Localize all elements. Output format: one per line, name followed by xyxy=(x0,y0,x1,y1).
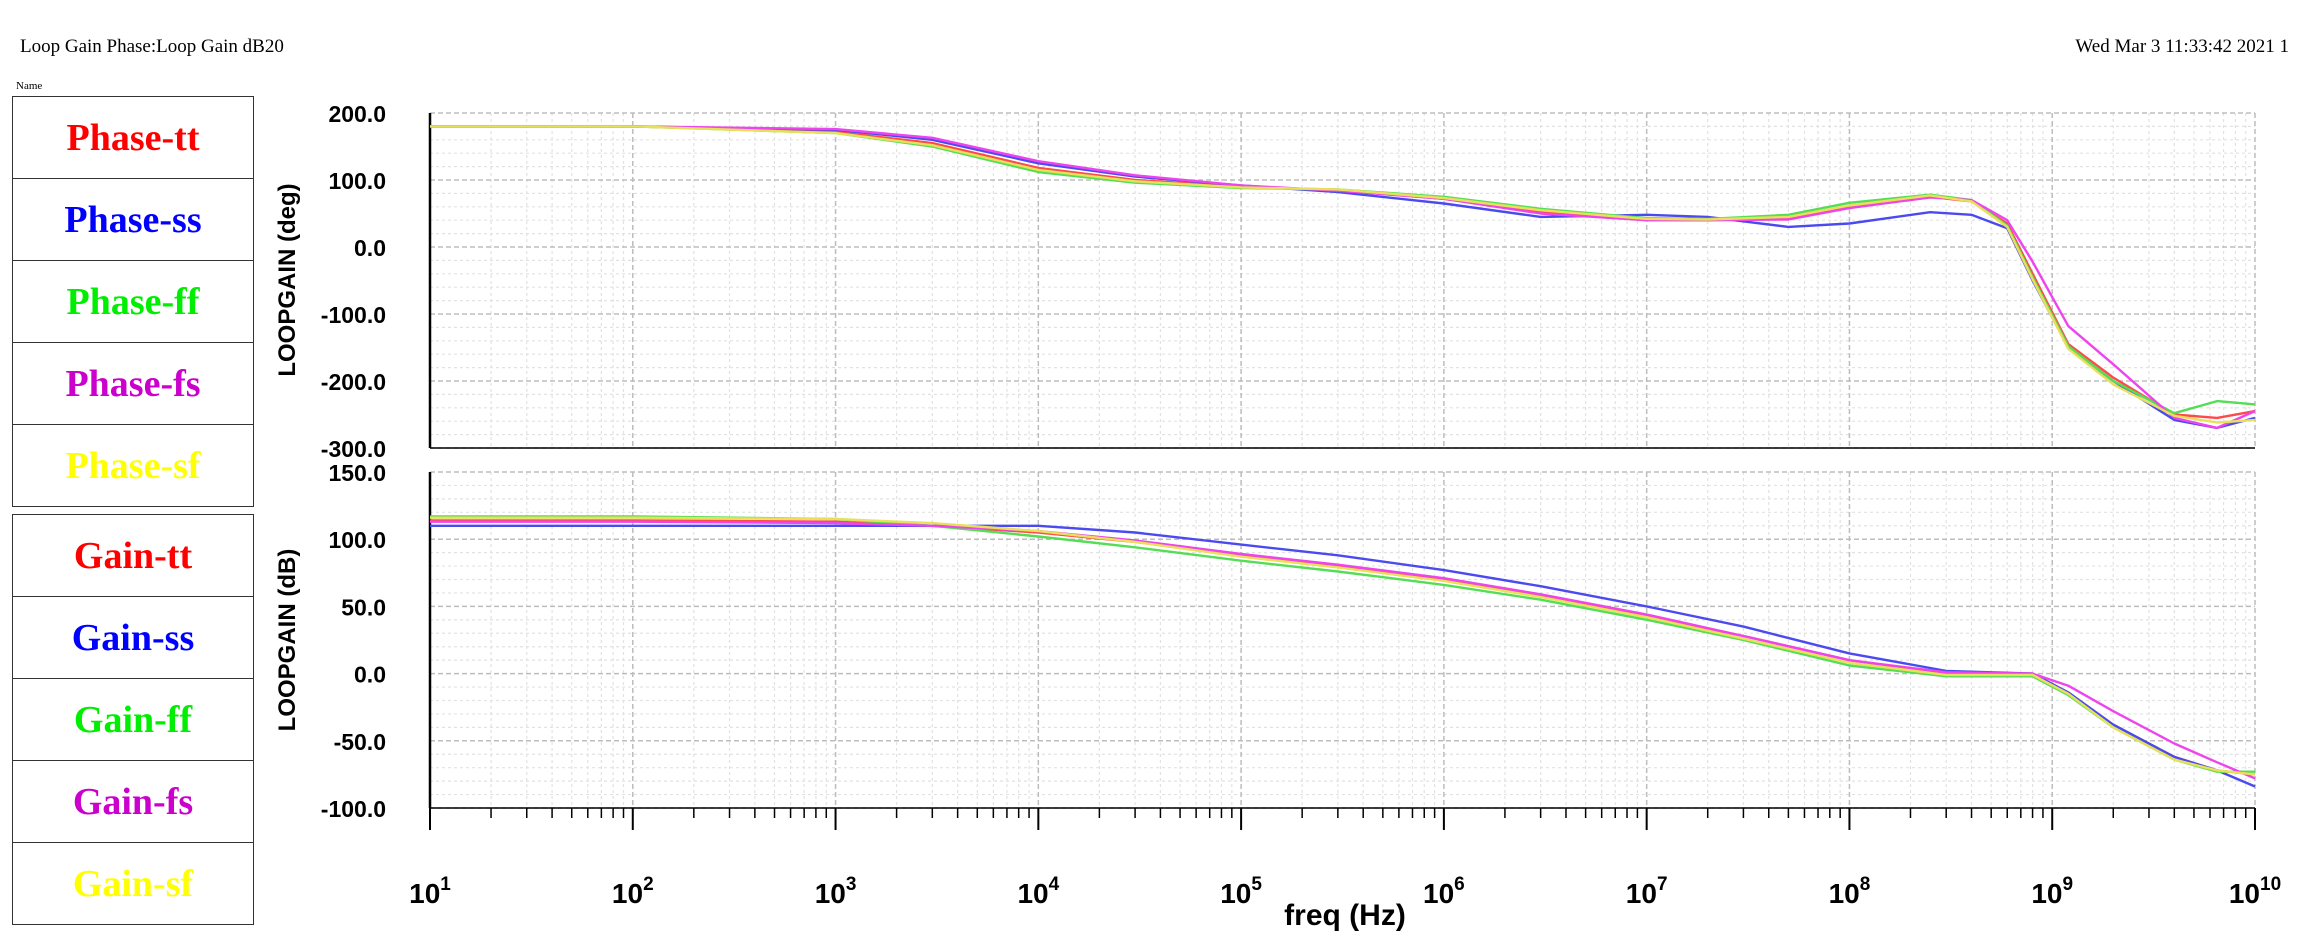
x-tick-label: 106 xyxy=(1423,874,1465,909)
phase-panel: 200.0 100.0 0.0 -100.0 -200.0 -300.0 LOOPGAIN … xyxy=(274,101,2256,462)
y-axis-label: LOOPGAIN (deg) xyxy=(274,183,301,376)
legend-item-phase-tt[interactable]: Phase-tt xyxy=(12,96,254,179)
x-tick-label: 1010 xyxy=(2229,874,2281,909)
legend-phase: Phase-tt Phase-ss Phase-ff Phase-fs Phase-sf xyxy=(12,96,254,507)
series-line-phase-tt xyxy=(430,125,2256,420)
y-axis-label: LOOPGAIN (dB) xyxy=(274,549,301,732)
y-tick-label: 100.0 xyxy=(328,527,386,553)
legend-item-gain-sf[interactable]: Gain-sf xyxy=(12,842,254,925)
y-tick-label: 100.0 xyxy=(328,168,386,194)
legend-gain: Gain-tt Gain-ss Gain-ff Gain-fs Gain-sf xyxy=(12,514,254,925)
legend-item-gain-tt[interactable]: Gain-tt xyxy=(12,514,254,597)
y-tick-label: 150.0 xyxy=(328,460,386,486)
legend-item-phase-sf[interactable]: Phase-sf xyxy=(12,424,254,507)
y-tick-label: 200.0 xyxy=(328,101,386,127)
legend-item-gain-ss[interactable]: Gain-ss xyxy=(12,596,254,679)
y-tick-label: -200.0 xyxy=(321,369,386,395)
series-line-phase-ss xyxy=(430,125,2256,430)
x-tick-label: 109 xyxy=(2031,874,2073,909)
x-tick-label: 103 xyxy=(815,874,857,909)
series-line-phase-sf xyxy=(430,125,2256,424)
x-tick-label: 105 xyxy=(1220,874,1262,909)
y-tick-label: -300.0 xyxy=(321,436,386,462)
y-tick-label: 50.0 xyxy=(341,594,386,620)
timestamp: Wed Mar 3 11:33:42 2021 1 xyxy=(2075,36,2289,57)
legend-item-gain-fs[interactable]: Gain-fs xyxy=(12,760,254,843)
y-tick-label: -50.0 xyxy=(334,729,386,755)
legend-item-phase-fs[interactable]: Phase-fs xyxy=(12,342,254,425)
legend-item-phase-ff[interactable]: Phase-ff xyxy=(12,260,254,343)
x-tick-label: 104 xyxy=(1017,874,1059,909)
y-tick-label: -100.0 xyxy=(321,796,386,822)
plot-title: Loop Gain Phase:Loop Gain dB20 xyxy=(20,36,284,57)
y-tick-label: 0.0 xyxy=(354,662,386,688)
series-line-gain-ff xyxy=(430,515,2255,773)
x-axis-label: freq (Hz) xyxy=(1284,899,1406,932)
series-line-gain-fs xyxy=(430,520,2256,780)
gain-panel: 150.0 100.0 50.0 0.0 -50.0 -100.0 LOOPGAIN (dB… xyxy=(274,460,2256,822)
x-tick-label: 101 xyxy=(409,874,451,909)
y-tick-label: -100.0 xyxy=(321,302,386,328)
series-line-phase-ff xyxy=(430,125,2256,415)
series-line-gain-tt xyxy=(430,519,2256,776)
x-tick-label: 102 xyxy=(612,874,654,909)
x-tick-label: 107 xyxy=(1626,874,1668,909)
x-tick-label: 108 xyxy=(1829,874,1871,909)
x-axis-ticks: 101 102 103 104 105 106 107 108 109 1010 xyxy=(409,808,2281,909)
series-line-gain-sf xyxy=(430,516,2256,776)
legend-name-label: Name xyxy=(16,80,43,92)
series-line-phase-fs xyxy=(430,125,2256,430)
legend-item-phase-ss[interactable]: Phase-ss xyxy=(12,178,254,261)
y-tick-label: 0.0 xyxy=(354,235,386,261)
